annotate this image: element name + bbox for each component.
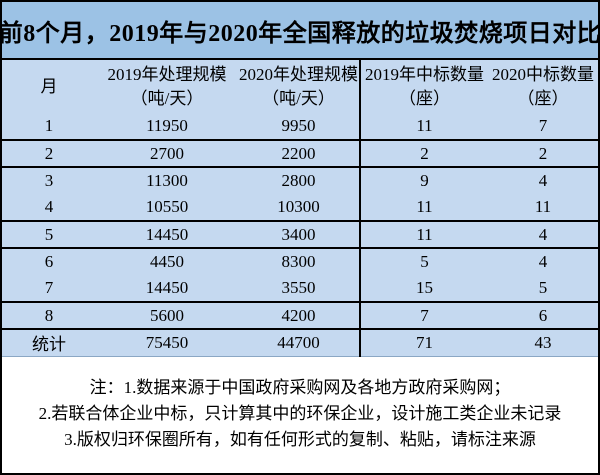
table-cell: 4 xyxy=(538,252,548,271)
table-cell: 4200 xyxy=(238,302,361,330)
table-cell: 2 xyxy=(360,140,488,168)
table-cell: 4 xyxy=(2,194,96,222)
col-header-2019-bids: 2019年中标数量 （座） xyxy=(360,60,488,113)
column-unit: （座） xyxy=(517,88,569,108)
table-cell: 7 xyxy=(488,113,598,141)
table-body: 1 11950 9950 11 7 2 2700 2200 2 2 3 1130… xyxy=(2,113,598,357)
table-cell: 6 xyxy=(44,252,54,271)
table-cell: 14450 xyxy=(96,275,238,303)
column-unit: （座） xyxy=(399,88,450,108)
col-header-2020-scale: 2020年处理规模 （吨/天） xyxy=(238,60,361,113)
table-cell: 2700 xyxy=(96,140,238,168)
table-cell: 11 xyxy=(360,221,488,249)
table-cell: 3400 xyxy=(238,221,361,249)
table-row: 8 5600 4200 7 6 xyxy=(2,302,598,330)
column-label: 2019年处理规模 xyxy=(107,64,227,84)
col-header-2020-bids: 2020中标数量 （座） xyxy=(488,60,598,113)
table-cell: 9 xyxy=(420,171,429,190)
table-cell: 5600 xyxy=(96,302,238,330)
column-label: 2019年中标数量 xyxy=(365,64,484,84)
table-cell: 10300 xyxy=(238,194,361,222)
table-cell: 统计 xyxy=(2,329,96,357)
table-cell: 4 xyxy=(538,171,548,190)
col-header-month: 月 xyxy=(2,60,96,113)
table-cell: 11 xyxy=(360,113,488,141)
table-cell: 7 xyxy=(360,302,488,330)
table-cell: 75450 xyxy=(96,329,238,357)
table-row: 2 2700 2200 2 2 xyxy=(2,140,598,168)
column-label: 月 xyxy=(40,76,58,96)
table-cell: 2200 xyxy=(238,140,361,168)
table-row: 4 10550 10300 11 11 xyxy=(2,194,598,222)
table-cell: 9950 xyxy=(238,113,361,141)
table-cell: 3550 xyxy=(238,275,361,303)
table-cell: 5 xyxy=(488,275,598,303)
table-cell: 3 xyxy=(44,171,54,190)
table-cell: 5 xyxy=(2,221,96,249)
table-cell: 5 xyxy=(420,252,429,271)
table-cell: 6 xyxy=(488,302,598,330)
column-label: 2020中标数量 xyxy=(492,64,594,84)
comparison-table: 月 2019年处理规模 （吨/天） 2020年处理规模 （吨/天） 2019年中… xyxy=(2,60,598,357)
table-cell: 14450 xyxy=(96,221,238,249)
footnote-line: 2.若联合体企业中标，只计算其中的环保企业，设计施工类企业未记录 xyxy=(38,404,562,423)
table-row: 7 14450 3550 15 5 xyxy=(2,275,598,303)
column-unit: （吨/天） xyxy=(130,88,204,108)
totals-row: 统计 75450 44700 71 43 xyxy=(2,329,598,357)
table-cell: 2 xyxy=(488,140,598,168)
header-row: 月 2019年处理规模 （吨/天） 2020年处理规模 （吨/天） 2019年中… xyxy=(2,60,598,113)
table-cell: 4450 xyxy=(150,252,184,271)
table-cell: 1 xyxy=(2,113,96,141)
table-cell: 11950 xyxy=(96,113,238,141)
table-cell: 43 xyxy=(488,329,598,357)
table-row: 6 4450 8300 5 4 xyxy=(2,248,598,275)
table-cell: 44700 xyxy=(238,329,361,357)
table-cell: 8300 xyxy=(238,248,361,275)
table-cell: 2800 xyxy=(238,167,361,194)
table-cell: 8 xyxy=(2,302,96,330)
table-row: 3 11300 2800 9 4 xyxy=(2,167,598,194)
column-label: 2020年处理规模 xyxy=(239,64,358,84)
column-unit: （吨/天） xyxy=(262,88,335,108)
table-row: 5 14450 3400 11 4 xyxy=(2,221,598,249)
table-cell: 7 xyxy=(2,275,96,303)
table-cell: 4 xyxy=(488,221,598,249)
page-title: 前8个月，2019年与2020年全国释放的垃圾焚烧项日对比 xyxy=(2,2,598,60)
col-header-2019-scale: 2019年处理规模 （吨/天） xyxy=(96,60,238,113)
table-cell: 15 xyxy=(360,275,488,303)
table-row: 1 11950 9950 11 7 xyxy=(2,113,598,141)
table-cell: 71 xyxy=(360,329,488,357)
table-cell: 11300 xyxy=(146,171,188,190)
table-cell: 2 xyxy=(2,140,96,168)
footnotes: 注：1.数据来源于中国政府采购网及各地方政府采购网； 2.若联合体企业中标，只计… xyxy=(2,356,598,472)
table-cell: 11 xyxy=(360,194,488,222)
table-cell: 10550 xyxy=(96,194,238,222)
table-cell: 11 xyxy=(488,194,598,222)
footnote-line: 注：1.数据来源于中国政府采购网及各地方政府采购网； xyxy=(89,378,511,397)
footnote-line: 3.版权归环保圈所有，如有任何形式的复制、粘贴，请标注来源 xyxy=(64,430,536,449)
